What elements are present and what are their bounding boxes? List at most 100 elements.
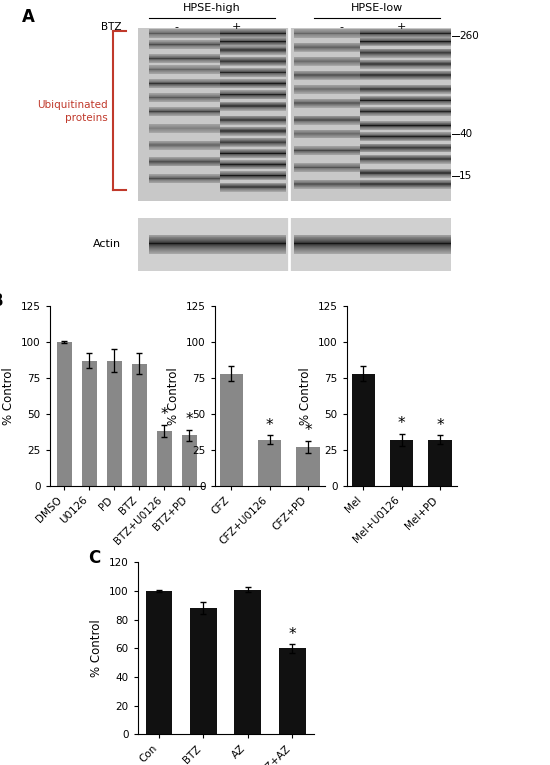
Text: C: C: [88, 549, 101, 567]
Bar: [360, 249, 451, 250]
Bar: [360, 244, 451, 246]
Bar: [220, 237, 286, 239]
Y-axis label: % Control: % Control: [167, 367, 180, 425]
Bar: [220, 236, 286, 237]
Text: 15: 15: [459, 171, 472, 181]
Bar: [220, 252, 286, 253]
Text: -: -: [339, 22, 343, 32]
Text: Ubiquitinated
proteins: Ubiquitinated proteins: [37, 100, 107, 123]
Bar: [107, 360, 122, 486]
Bar: [182, 435, 196, 486]
Bar: [148, 242, 220, 243]
Bar: [360, 240, 451, 242]
Bar: [148, 250, 220, 251]
Bar: [258, 440, 281, 486]
Bar: [57, 342, 72, 486]
Bar: [220, 253, 286, 254]
Bar: [360, 250, 451, 251]
Bar: [294, 240, 360, 242]
Text: Actin: Actin: [93, 239, 121, 249]
Bar: [157, 431, 172, 486]
Text: *: *: [185, 412, 193, 427]
Bar: [138, 218, 451, 271]
Text: 40: 40: [459, 129, 472, 139]
Bar: [148, 237, 220, 239]
Text: *: *: [288, 627, 296, 642]
Bar: [148, 251, 220, 252]
Bar: [190, 608, 217, 734]
Bar: [294, 249, 360, 250]
Bar: [390, 440, 413, 486]
Text: *: *: [436, 418, 444, 432]
Bar: [360, 237, 451, 239]
Bar: [360, 251, 451, 252]
Bar: [294, 248, 360, 249]
Text: 260: 260: [459, 31, 479, 41]
Bar: [294, 252, 360, 253]
Bar: [294, 239, 360, 240]
Bar: [360, 235, 451, 236]
Bar: [294, 236, 360, 237]
Text: HPSE-high: HPSE-high: [183, 3, 241, 13]
Bar: [220, 249, 286, 250]
Bar: [294, 253, 360, 254]
Text: B: B: [0, 291, 4, 310]
Bar: [294, 243, 360, 244]
Bar: [279, 648, 305, 734]
Bar: [146, 591, 172, 734]
Text: HPSE-low: HPSE-low: [351, 3, 403, 13]
Bar: [294, 246, 360, 247]
Text: A: A: [22, 8, 35, 26]
Bar: [81, 360, 96, 486]
Bar: [148, 236, 220, 237]
Bar: [220, 242, 286, 243]
Bar: [220, 250, 286, 251]
Bar: [220, 239, 286, 240]
Bar: [148, 235, 220, 236]
Bar: [360, 247, 451, 248]
Text: +: +: [397, 22, 406, 32]
Text: *: *: [160, 408, 168, 422]
Bar: [148, 253, 220, 254]
Bar: [148, 249, 220, 250]
Bar: [360, 239, 451, 240]
Bar: [296, 447, 320, 486]
Text: *: *: [304, 423, 312, 438]
Text: +: +: [232, 22, 241, 32]
Text: *: *: [398, 416, 405, 431]
Text: *: *: [266, 418, 273, 432]
Bar: [360, 236, 451, 237]
Bar: [220, 244, 286, 246]
Y-axis label: % Control: % Control: [90, 620, 103, 677]
Bar: [234, 590, 261, 734]
Y-axis label: % Control: % Control: [299, 367, 312, 425]
Bar: [131, 363, 146, 486]
Bar: [351, 373, 375, 486]
Text: BTZ: BTZ: [101, 22, 121, 32]
Bar: [220, 247, 286, 248]
Bar: [428, 440, 452, 486]
Bar: [148, 246, 220, 247]
Bar: [220, 246, 286, 247]
Bar: [360, 243, 451, 244]
Bar: [148, 239, 220, 240]
Bar: [220, 240, 286, 242]
Bar: [220, 248, 286, 249]
Bar: [360, 253, 451, 254]
Text: -: -: [174, 22, 178, 32]
Bar: [148, 243, 220, 244]
Bar: [148, 248, 220, 249]
Bar: [294, 251, 360, 252]
Bar: [360, 242, 451, 243]
Bar: [360, 246, 451, 247]
Y-axis label: % Control: % Control: [2, 367, 15, 425]
Bar: [294, 244, 360, 246]
Bar: [294, 237, 360, 239]
Bar: [148, 240, 220, 242]
Bar: [294, 250, 360, 251]
Bar: [219, 373, 243, 486]
Bar: [360, 248, 451, 249]
Bar: [360, 252, 451, 253]
Bar: [294, 247, 360, 248]
Bar: [294, 242, 360, 243]
